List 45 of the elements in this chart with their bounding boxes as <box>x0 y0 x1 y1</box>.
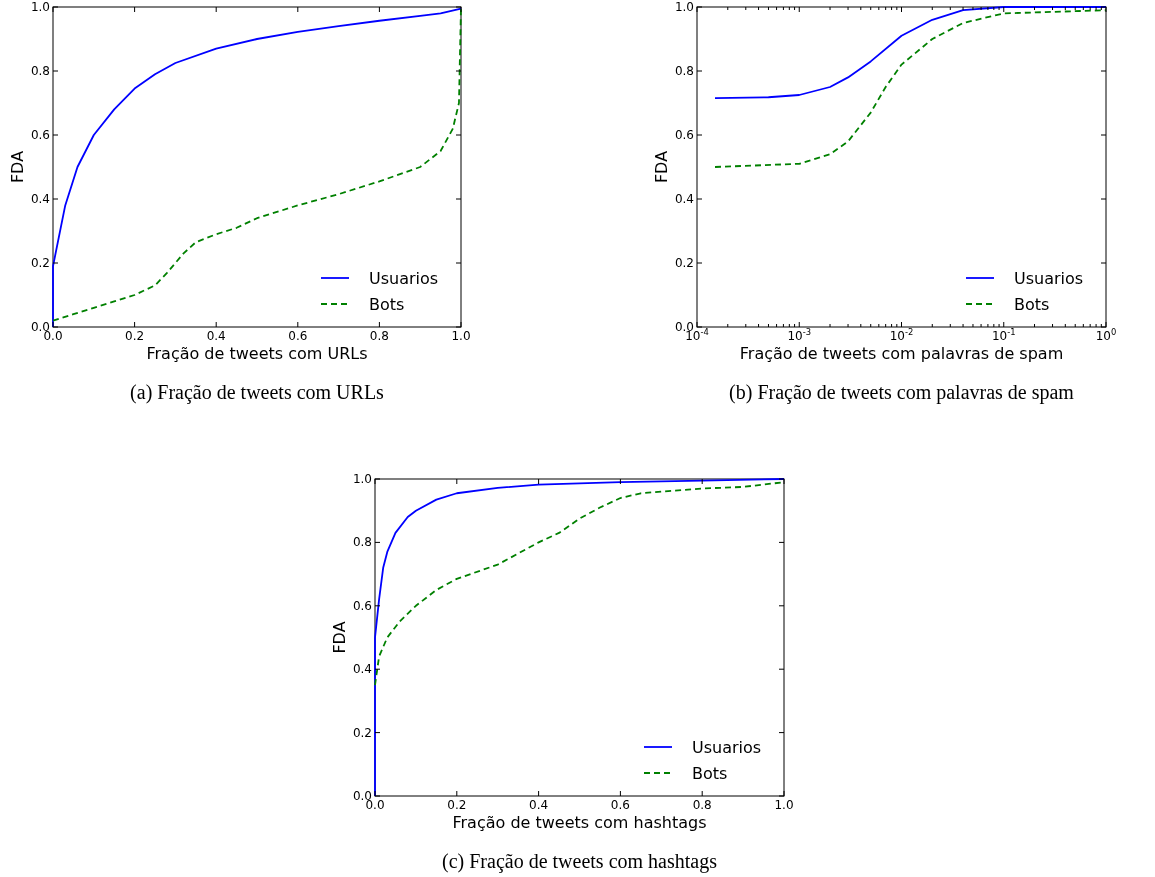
y-tick-label: 0.4 <box>352 662 372 677</box>
x-tick-label: 0.6 <box>610 798 630 812</box>
x-axis-title: Fração de tweets com hashtags <box>452 813 707 832</box>
text: (a) Fração de tweets com URLs <box>130 381 385 404</box>
x-tick-label: 10$^{0}$ <box>1095 327 1117 343</box>
y-tick-label: 1.0 <box>674 0 694 14</box>
y-axis-title: FDA <box>652 150 671 184</box>
y-axis-title: FDA <box>330 621 349 654</box>
x-tick-label: 1.0 <box>774 798 794 812</box>
legend-label: Usuarios <box>692 738 762 757</box>
legend-label: Bots <box>692 764 728 783</box>
line-series <box>374 478 785 797</box>
y-tick-label: 0.2 <box>674 256 694 270</box>
x-tick-label: 0.4 <box>529 798 549 812</box>
legend-label: Bots <box>1014 295 1050 314</box>
x-tick-label: 10$^{-3}$ <box>787 327 812 343</box>
y-tick-label: 0.8 <box>674 64 694 78</box>
x-tick-label: 10$^{-1}$ <box>991 327 1016 343</box>
y-tick-label: 0.8 <box>352 535 372 550</box>
y-tick-label: 1.0 <box>30 0 50 14</box>
x-tick-label: 0.6 <box>288 329 308 343</box>
y-tick-label: 0.6 <box>674 128 694 142</box>
legend-label: Usuarios <box>369 269 439 288</box>
y-tick-label: 0.4 <box>30 192 50 206</box>
text: (c) Fração de tweets com hashtags <box>442 850 718 873</box>
y-tick-label: 0.6 <box>352 598 372 613</box>
legend-label: Bots <box>369 295 405 314</box>
y-tick-label: 0.8 <box>30 64 50 78</box>
legend-label: Usuarios <box>1014 269 1084 288</box>
x-tick-label: 0.2 <box>125 329 145 343</box>
x-tick-label: 10$^{-2}$ <box>889 327 914 343</box>
x-axis-title: Fração de tweets com palavras de spam <box>739 344 1064 363</box>
y-tick-label: 0.4 <box>674 192 694 206</box>
x-tick-label: 0.4 <box>206 329 226 343</box>
text: (b) Fração de tweets com palavras de spam <box>729 381 1075 404</box>
y-tick-label: 0.2 <box>352 725 372 740</box>
y-tick-label: 0.6 <box>30 128 50 142</box>
x-tick-label: 0.8 <box>692 798 712 812</box>
y-tick-label: 0.2 <box>30 256 50 270</box>
x-axis-title: Fração de tweets com URLs <box>146 344 368 363</box>
x-tick-label: 1.0 <box>451 329 471 343</box>
x-tick-label: 0.2 <box>447 798 467 812</box>
y-tick-label: 1.0 <box>352 472 372 486</box>
x-tick-label: 0.8 <box>369 329 389 343</box>
y-axis-title: FDA <box>8 150 27 184</box>
